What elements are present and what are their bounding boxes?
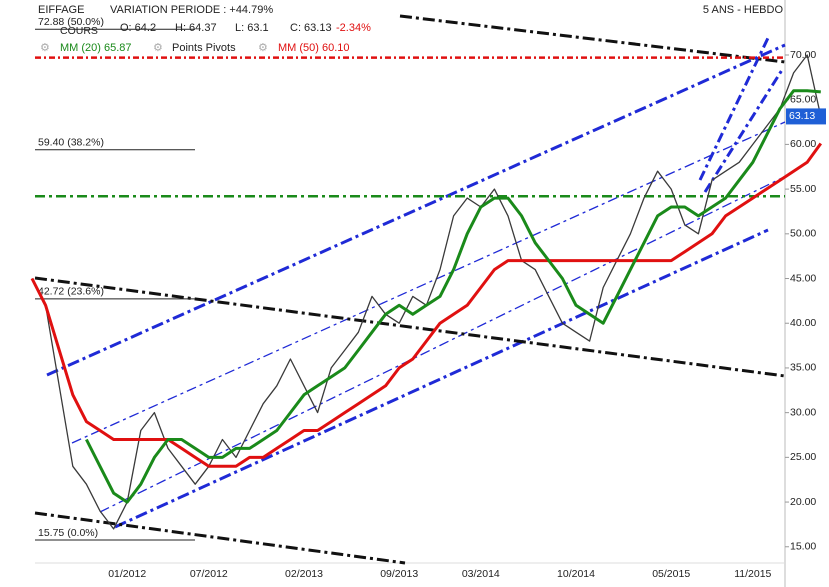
x-tick-label: 05/2015 <box>652 568 690 580</box>
ohlc-low: L: 63.1 <box>235 22 269 34</box>
y-tick-label: 40.00 <box>790 317 816 329</box>
x-tick-label: 09/2013 <box>380 568 418 580</box>
y-tick-label: 30.00 <box>790 406 816 418</box>
trend-line <box>71 121 786 444</box>
x-tick-label: 03/2014 <box>462 568 500 580</box>
change: -2.34% <box>336 22 371 34</box>
price-tag-label: 63.13 <box>789 110 815 122</box>
period: 5 ANS - HEBDO <box>703 4 784 16</box>
trend-line <box>34 276 786 378</box>
series-line <box>85 89 821 504</box>
series-line <box>30 142 823 468</box>
trend-line <box>698 37 770 181</box>
y-tick-label: 60.00 <box>790 138 816 150</box>
y-tick-label: 25.00 <box>790 451 816 463</box>
trend-line <box>34 511 406 565</box>
y-tick-label: 35.00 <box>790 362 816 374</box>
price-tag <box>786 108 826 125</box>
trend-line <box>703 69 784 193</box>
subtitle: VARIATION PERIODE : +44.79% <box>110 4 273 16</box>
legend-label: Points Pivots <box>172 42 236 54</box>
y-tick-label: 70.00 <box>790 49 816 61</box>
y-tick-label: 15.00 <box>790 541 816 553</box>
y-tick-label: 50.00 <box>790 228 816 240</box>
x-tick-label: 11/2015 <box>734 568 771 580</box>
trend-line <box>46 43 786 377</box>
y-tick-label: 65.00 <box>790 93 816 105</box>
legend-label: MM (50) 60.10 <box>278 42 350 54</box>
ohlc-high: H: 64.37 <box>175 22 217 34</box>
fib-label: 15.75 (0.0%) <box>38 527 98 539</box>
y-tick-label: 20.00 <box>790 496 816 508</box>
x-tick-label: 02/2013 <box>285 568 323 580</box>
fib-label: 72.88 (50.0%) <box>38 16 104 28</box>
y-tick-label: 55.00 <box>790 183 816 195</box>
trend-line <box>114 228 769 529</box>
gear-icon[interactable]: ⚙ <box>258 42 268 54</box>
legend-label: MM (20) 65.87 <box>60 42 132 54</box>
fib-label: 42.72 (23.6%) <box>38 286 104 298</box>
trend-line <box>399 14 786 64</box>
gear-icon[interactable]: ⚙ <box>40 42 50 54</box>
chart-title: EIFFAGE <box>38 4 84 16</box>
x-tick-label: 07/2012 <box>190 568 228 580</box>
x-tick-label: 10/2014 <box>557 568 595 580</box>
gear-icon[interactable]: ⚙ <box>153 42 163 54</box>
legend-label: COURS <box>60 25 98 37</box>
ohlc-open: O: 64.2 <box>120 22 156 34</box>
ohlc-close: C: 63.13 <box>290 22 332 34</box>
y-tick-label: 45.00 <box>790 272 816 284</box>
x-tick-label: 01/2012 <box>108 568 146 580</box>
fib-label: 59.40 (38.2%) <box>38 137 104 149</box>
